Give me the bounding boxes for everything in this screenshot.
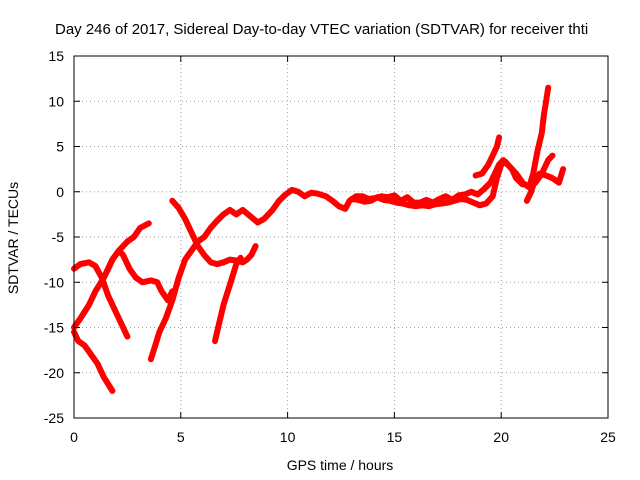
y-tick-label: 10 [48, 93, 64, 109]
y-tick-label: -25 [44, 410, 64, 426]
grid [74, 56, 608, 418]
y-tick-label: -5 [52, 229, 65, 245]
x-tick-label: 20 [493, 429, 509, 445]
x-tick-label: 25 [600, 429, 616, 445]
y-tick-label: 15 [48, 48, 64, 64]
x-tick-label: 0 [70, 429, 78, 445]
y-tick-label: -15 [44, 320, 64, 336]
series-line [147, 157, 526, 363]
ticks: 0 5 10 15 20 25 15 10 5 0 -5 -10 -15 -20 -25 [44, 48, 616, 445]
series-line [169, 197, 259, 268]
x-axis-label: GPS time / hours [287, 457, 394, 473]
series-line [526, 84, 552, 191]
series-line [472, 134, 503, 179]
x-tick-label: 15 [387, 429, 403, 445]
chart-title: Day 246 of 2017, Sidereal Day-to-day VTE… [55, 21, 588, 38]
y-tick-label: 5 [56, 139, 64, 155]
y-tick-label: 0 [56, 184, 64, 200]
series-line [523, 166, 567, 204]
series-line [348, 152, 556, 210]
x-tick-label: 10 [280, 429, 296, 445]
series-line [71, 329, 116, 394]
series-layer [71, 84, 567, 394]
y-axis-label: SDTVAR / TECUs [5, 182, 21, 294]
series-line [103, 247, 176, 304]
series-line [212, 254, 244, 345]
series-line [71, 259, 131, 340]
y-tick-label: -10 [44, 274, 64, 290]
y-tick-label: -20 [44, 365, 64, 381]
x-tick-label: 5 [177, 429, 185, 445]
